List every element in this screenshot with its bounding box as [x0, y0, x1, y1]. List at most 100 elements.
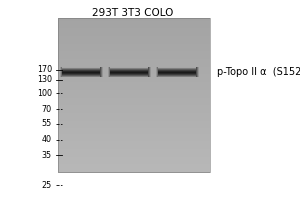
Bar [58, 82, 210, 85]
Bar [149, 67, 150, 77]
Bar [110, 75, 148, 76]
Text: 170: 170 [37, 66, 52, 74]
Bar [158, 74, 196, 75]
Bar [58, 44, 210, 47]
Bar [58, 67, 210, 70]
Bar [58, 41, 210, 44]
Bar [158, 71, 196, 72]
Bar [196, 67, 197, 77]
Bar [58, 162, 210, 165]
Bar [110, 76, 148, 77]
Bar [60, 67, 61, 77]
Bar [58, 149, 210, 152]
Bar [58, 18, 210, 21]
Bar [62, 67, 100, 68]
Bar [58, 123, 210, 126]
Bar [62, 74, 100, 75]
Text: 55: 55 [42, 119, 52, 129]
Bar [110, 68, 148, 69]
Bar [156, 67, 157, 77]
Bar [58, 51, 210, 54]
Bar [58, 100, 210, 103]
Bar [158, 68, 196, 69]
Bar [110, 68, 148, 69]
Bar [58, 139, 210, 142]
Bar [110, 74, 148, 75]
Bar [58, 64, 210, 67]
Bar [198, 67, 199, 77]
Bar [62, 71, 100, 72]
Bar [58, 49, 210, 52]
Text: 100: 100 [37, 88, 52, 98]
Bar [158, 76, 196, 77]
Bar [158, 72, 196, 73]
Bar [155, 67, 156, 77]
Bar [58, 146, 210, 149]
Bar [197, 67, 198, 77]
Bar [102, 67, 103, 77]
Bar [58, 26, 210, 29]
Bar [197, 67, 198, 77]
Bar [58, 69, 210, 72]
Bar [150, 67, 151, 77]
Bar [58, 113, 210, 116]
Bar [58, 23, 210, 26]
Bar [62, 72, 100, 73]
Text: 35: 35 [42, 150, 52, 160]
Bar [100, 67, 101, 77]
Bar [196, 67, 197, 77]
Bar [58, 31, 210, 34]
Bar [158, 69, 196, 70]
Bar [58, 72, 210, 75]
Bar [110, 67, 111, 77]
Bar [110, 73, 148, 74]
Bar [108, 67, 109, 77]
Bar [62, 75, 100, 76]
Text: 70: 70 [42, 104, 52, 114]
Bar [58, 56, 210, 60]
Bar [110, 75, 148, 76]
Bar [62, 68, 100, 69]
Bar [58, 126, 210, 129]
Bar [58, 103, 210, 106]
Bar [58, 95, 210, 98]
Bar [58, 74, 210, 78]
Bar [110, 67, 148, 68]
Bar [58, 118, 210, 121]
Bar [62, 67, 63, 77]
Bar [58, 18, 210, 172]
Bar [149, 67, 150, 77]
Bar [158, 73, 196, 74]
Bar [110, 72, 148, 73]
Bar [58, 62, 210, 65]
Bar [101, 67, 102, 77]
Bar [58, 80, 210, 83]
Text: 293T 3T3 COLO: 293T 3T3 COLO [92, 8, 174, 18]
Bar [158, 70, 196, 71]
Bar [58, 77, 210, 80]
Bar [58, 131, 210, 134]
Bar [58, 167, 210, 170]
Bar [110, 70, 148, 71]
Bar [110, 76, 148, 77]
Bar [158, 67, 196, 68]
Bar [109, 67, 110, 77]
Bar [58, 46, 210, 49]
Bar [58, 59, 210, 62]
Bar [62, 74, 100, 75]
Bar [58, 36, 210, 39]
Bar [58, 21, 210, 24]
Bar [107, 67, 108, 77]
Bar [158, 73, 196, 74]
Bar [110, 69, 148, 70]
Bar [62, 69, 100, 70]
Text: p-Topo II α  (S1525): p-Topo II α (S1525) [217, 67, 300, 77]
Bar [101, 67, 102, 77]
Bar [158, 68, 196, 69]
Bar [158, 67, 159, 77]
Bar [58, 144, 210, 147]
Bar [58, 151, 210, 155]
Bar [58, 54, 210, 57]
Bar [62, 70, 100, 71]
Bar [110, 73, 148, 74]
